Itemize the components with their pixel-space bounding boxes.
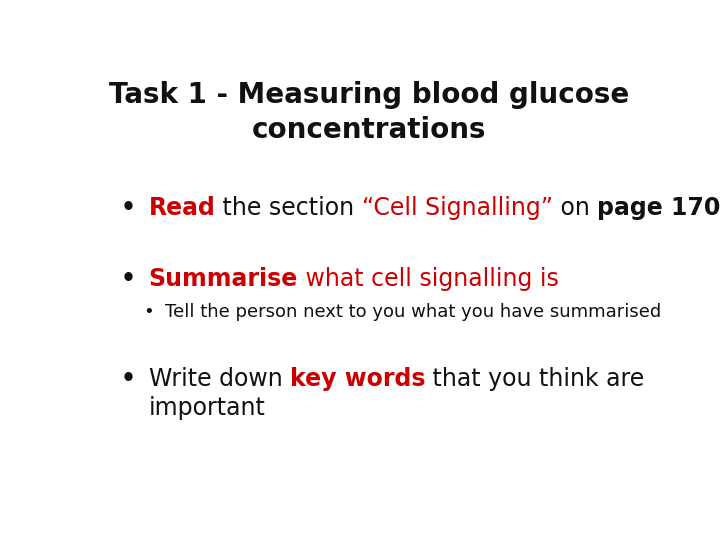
Text: important: important	[148, 396, 266, 420]
Text: Read: Read	[148, 196, 215, 220]
Text: Write down: Write down	[148, 367, 290, 391]
Text: that you think are: that you think are	[426, 367, 644, 391]
Text: •: •	[121, 367, 135, 391]
Text: •: •	[121, 267, 135, 291]
Text: what cell signalling is: what cell signalling is	[298, 267, 559, 291]
Text: Tell the person next to you what you have summarised: Tell the person next to you what you hav…	[166, 303, 662, 321]
Text: “Cell Signalling”: “Cell Signalling”	[362, 196, 553, 220]
Text: on: on	[553, 196, 598, 220]
Text: •: •	[143, 303, 154, 321]
Text: Task 1 - Measuring blood glucose
concentrations: Task 1 - Measuring blood glucose concent…	[109, 81, 629, 145]
Text: page 170: page 170	[598, 196, 720, 220]
Text: Summarise: Summarise	[148, 267, 298, 291]
Text: the section: the section	[215, 196, 362, 220]
Text: key words: key words	[290, 367, 426, 391]
Text: •: •	[121, 196, 135, 220]
